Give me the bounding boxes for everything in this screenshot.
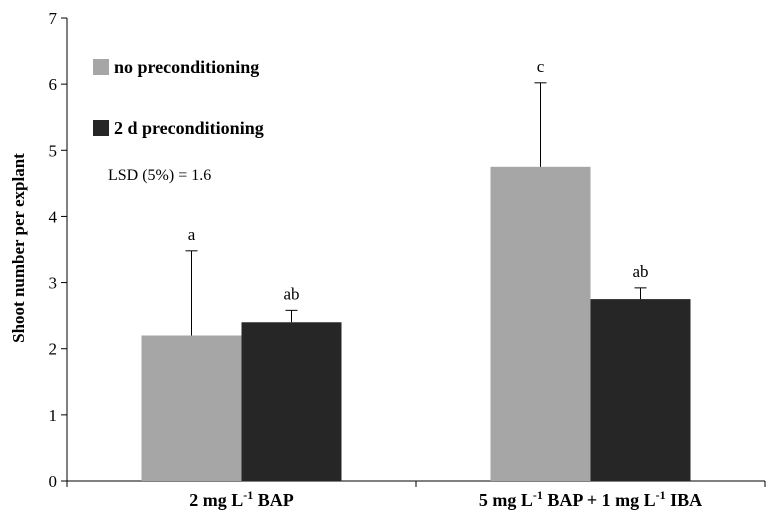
superscript: -1 [243,488,253,502]
x-category-label: 2 mg L-1 BAP [189,488,294,510]
bar [590,299,691,481]
superscript: -1 [656,488,666,502]
y-tick-label: 6 [49,75,58,94]
legend-label: no preconditioning [114,57,259,77]
significance-label: c [537,57,545,76]
y-tick-label: 1 [49,406,58,425]
y-ticks: 0 1 2 3 4 5 6 7 [49,9,67,491]
y-tick-label: 0 [49,472,58,491]
x-category-label: 5 mg L-1 BAP + 1 mg L-1 IBA [479,488,702,510]
label-text: BAP + 1 mg L [543,490,656,510]
bar [241,322,342,481]
label-text: 5 mg L [479,490,533,510]
label-text: 2 mg L [189,490,243,510]
bar [490,166,591,482]
x-categories: 2 mg L-1 BAP 5 mg L-1 BAP + 1 mg L-1 IBA [189,488,702,510]
legend-label: 2 d preconditioning [114,118,264,138]
y-tick-label: 5 [49,141,58,160]
legend-swatch [93,120,109,136]
superscript: -1 [533,488,543,502]
lsd-annotation: LSD (5%) = 1.6 [108,167,211,184]
y-axis-label: Shoot number per explant [9,153,28,343]
legend: no preconditioning 2 d preconditioning [93,57,264,138]
bars: a ab c ab [141,57,691,482]
y-tick-label: 3 [49,274,58,293]
label-text: BAP [253,490,294,510]
bar [141,335,242,481]
label-text: IBA [666,490,703,510]
y-tick-label: 2 [49,340,58,359]
y-tick-label: 7 [49,9,58,28]
significance-label: a [188,225,196,244]
significance-label: ab [283,284,299,303]
legend-swatch [93,59,109,75]
y-tick-label: 4 [49,207,58,226]
significance-label: ab [632,262,648,281]
